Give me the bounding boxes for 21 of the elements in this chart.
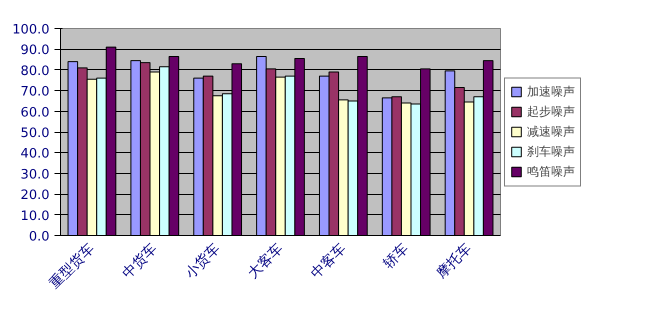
x-tick-label: 摩托车 bbox=[434, 240, 475, 282]
legend-label: 起步噪声 bbox=[527, 103, 575, 120]
y-tick-label: 10.0 bbox=[20, 208, 50, 224]
x-tick-label: 轿车 bbox=[380, 240, 412, 272]
y-tick-label: 40.0 bbox=[20, 146, 50, 162]
y-tick-label: 80.0 bbox=[20, 64, 50, 79]
y-tick-label: 90.0 bbox=[20, 43, 50, 58]
legend-label: 鸣笛噪声 bbox=[527, 163, 575, 180]
legend-label: 刹车噪声 bbox=[527, 143, 575, 160]
y-tick-label: 60.0 bbox=[20, 105, 50, 120]
y-tick-label: 70.0 bbox=[20, 84, 50, 100]
y-tick-label: 20.0 bbox=[20, 188, 50, 204]
legend-label: 加速噪声 bbox=[527, 83, 575, 100]
y-tick-label: 50.0 bbox=[20, 126, 50, 141]
y-tick-label: 100.0 bbox=[12, 22, 50, 38]
x-tick-label: 大客车 bbox=[245, 240, 286, 282]
x-tick-label: 小货车 bbox=[182, 240, 224, 282]
x-tick-label: 中客车 bbox=[308, 240, 350, 282]
legend-label: 减速噪声 bbox=[527, 123, 575, 140]
x-tick-label: 中货车 bbox=[119, 240, 160, 282]
y-tick-label: 30.0 bbox=[20, 167, 50, 182]
